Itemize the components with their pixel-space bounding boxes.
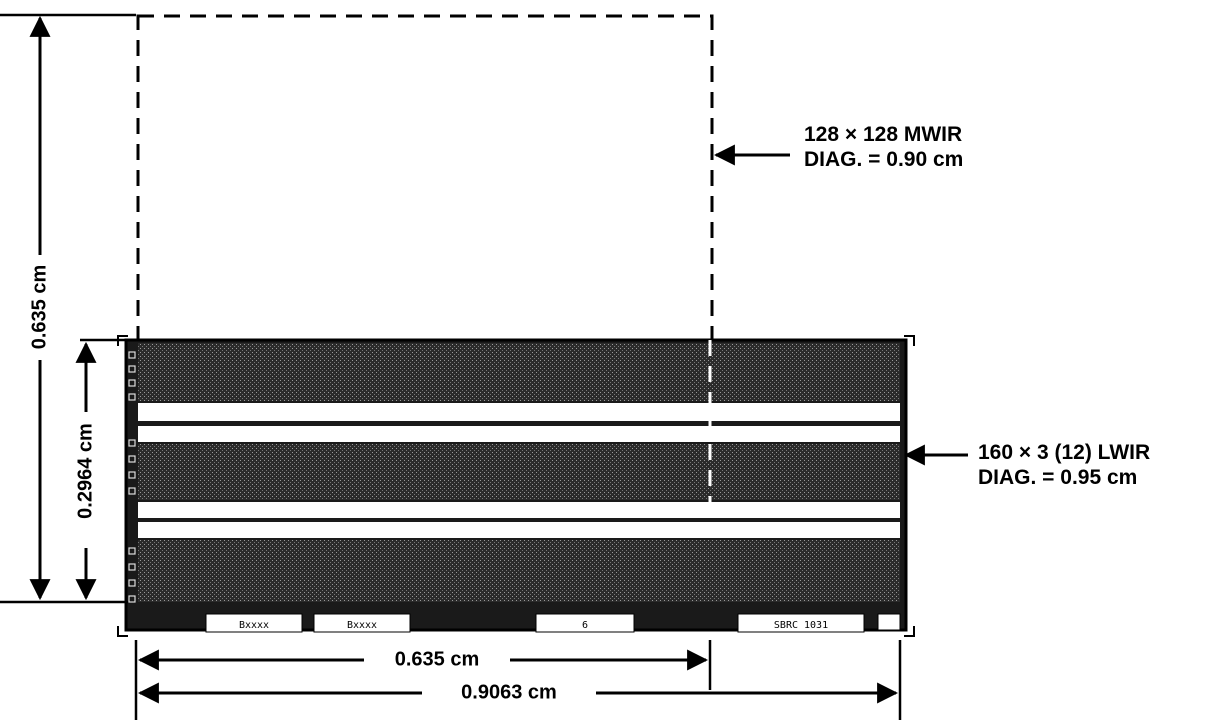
lwir-array-band-top xyxy=(138,343,900,401)
lwir-array-band-bottom xyxy=(138,540,900,602)
chip-gap-2a xyxy=(138,502,900,518)
chip-pad-label-3: 6 xyxy=(582,620,588,631)
left-bond-pads xyxy=(128,351,136,603)
lwir-width-label: 0.9063 cm xyxy=(461,681,557,703)
chip-pad-label-1: Bxxxx xyxy=(239,620,269,631)
chip-corner-brackets xyxy=(117,335,915,637)
lwir-array-band-middle xyxy=(138,444,900,500)
mwir-array-label: 128 × 128 MWIR xyxy=(804,123,963,146)
chip-gap-2b xyxy=(138,522,900,538)
chip-pad-2 xyxy=(313,613,411,633)
lwir-array-label: 160 × 3 (12) LWIR xyxy=(978,441,1151,464)
chip-id-label: SBRC 1031 xyxy=(774,620,828,631)
mwir-callout: 128 × 128 MWIR DIAG. = 0.90 cm xyxy=(804,122,963,172)
lwir-height-label: 0.2964 cm xyxy=(74,423,96,519)
lwir-chip: Bxxxx Bxxxx 6 SBRC 1031 xyxy=(124,338,908,633)
chip-pad-4 xyxy=(737,613,865,633)
mwir-array-outline xyxy=(136,14,714,608)
mwir-diagonal-label: DIAG. = 0.90 cm xyxy=(804,148,964,172)
lwir-diagonal-label: DIAG. = 0.95 cm xyxy=(978,466,1138,490)
chip-pad-1 xyxy=(205,613,303,633)
chip-gap-1a xyxy=(138,403,900,421)
chip-pad-label-2: Bxxxx xyxy=(347,620,377,631)
mwir-width-label: 0.635 cm xyxy=(395,648,480,670)
lwir-callout: 160 × 3 (12) LWIR DIAG. = 0.95 cm xyxy=(978,440,1150,490)
chip-gap-1b xyxy=(138,426,900,442)
chip-pad-3 xyxy=(535,613,635,633)
mwir-height-label: 0.635 cm xyxy=(28,265,50,350)
corner-mark xyxy=(877,613,901,631)
